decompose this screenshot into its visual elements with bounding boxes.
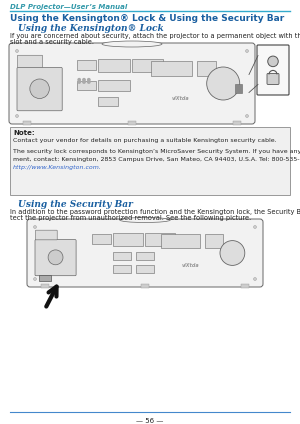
FancyBboxPatch shape [35, 230, 57, 240]
Circle shape [207, 67, 240, 100]
Bar [41, 284, 49, 288]
Bar [136, 252, 154, 260]
Circle shape [245, 114, 248, 117]
Circle shape [78, 78, 80, 81]
Bar [98, 80, 130, 91]
Circle shape [220, 240, 245, 265]
Bar [77, 59, 96, 70]
Ellipse shape [102, 41, 162, 47]
Circle shape [83, 78, 85, 81]
Bar [132, 59, 163, 72]
Ellipse shape [120, 218, 170, 223]
Bar [128, 121, 136, 125]
Bar [145, 233, 175, 245]
Bar [136, 265, 154, 273]
FancyBboxPatch shape [17, 55, 43, 67]
Bar [241, 284, 249, 288]
Text: viXtda: viXtda [171, 96, 189, 101]
FancyBboxPatch shape [35, 240, 76, 276]
Text: — 56 —: — 56 — [136, 418, 164, 424]
Bar [205, 234, 223, 248]
Circle shape [88, 81, 90, 83]
Bar [197, 61, 216, 76]
FancyBboxPatch shape [27, 219, 263, 287]
Text: Using the Security Bar: Using the Security Bar [18, 200, 133, 209]
Circle shape [254, 277, 256, 281]
FancyBboxPatch shape [257, 45, 289, 95]
Bar [98, 59, 130, 72]
Bar [113, 252, 131, 260]
Text: Contact your vendor for details on purchasing a suitable Kensington security cab: Contact your vendor for details on purch… [13, 138, 277, 143]
Circle shape [245, 50, 248, 53]
Circle shape [34, 226, 37, 229]
Circle shape [16, 114, 19, 117]
Circle shape [34, 277, 37, 281]
Circle shape [78, 81, 80, 83]
Bar [151, 61, 192, 76]
Circle shape [83, 81, 85, 83]
Bar [161, 234, 200, 248]
Text: viXtda: viXtda [182, 263, 200, 268]
Text: The security lock corresponds to Kensington’s MicroSaver Security System. If you: The security lock corresponds to Kensing… [13, 149, 300, 154]
Text: http://www.Kensington.com.: http://www.Kensington.com. [13, 165, 102, 170]
FancyBboxPatch shape [10, 127, 290, 195]
Text: DLP Projector—User’s Manual: DLP Projector—User’s Manual [10, 4, 127, 10]
Text: Using the Kensington® Lock: Using the Kensington® Lock [18, 24, 164, 33]
Bar [92, 234, 110, 244]
Text: tect the projector from unauthorized removal. See the following picture.: tect the projector from unauthorized rem… [10, 215, 251, 221]
Bar [98, 97, 118, 106]
Circle shape [88, 78, 90, 81]
Text: In addition to the password protection function and the Kensington lock, the Sec: In addition to the password protection f… [10, 209, 300, 215]
Bar [235, 84, 242, 92]
Text: If you are concerned about security, attach the projector to a permanent object : If you are concerned about security, att… [10, 33, 300, 39]
Text: Using the Kensington® Lock & Using the Security Bar: Using the Kensington® Lock & Using the S… [10, 14, 284, 23]
Text: slot and a security cable.: slot and a security cable. [10, 39, 94, 45]
Text: Note:: Note: [13, 130, 34, 136]
FancyBboxPatch shape [267, 73, 279, 84]
Bar [77, 81, 96, 89]
Circle shape [30, 79, 49, 98]
Text: ment, contact: Kensington, 2853 Campus Drive, San Mateo, CA 94403, U.S.A. Tel: 8: ment, contact: Kensington, 2853 Campus D… [13, 157, 300, 162]
FancyBboxPatch shape [17, 67, 62, 111]
Bar [39, 275, 51, 281]
Circle shape [254, 226, 256, 229]
Bar [233, 121, 241, 125]
Bar [113, 233, 143, 245]
Bar [23, 121, 31, 125]
Ellipse shape [268, 56, 278, 67]
Circle shape [16, 50, 19, 53]
Circle shape [48, 250, 63, 265]
Bar [141, 284, 149, 288]
Bar [113, 265, 131, 273]
FancyBboxPatch shape [9, 43, 255, 124]
